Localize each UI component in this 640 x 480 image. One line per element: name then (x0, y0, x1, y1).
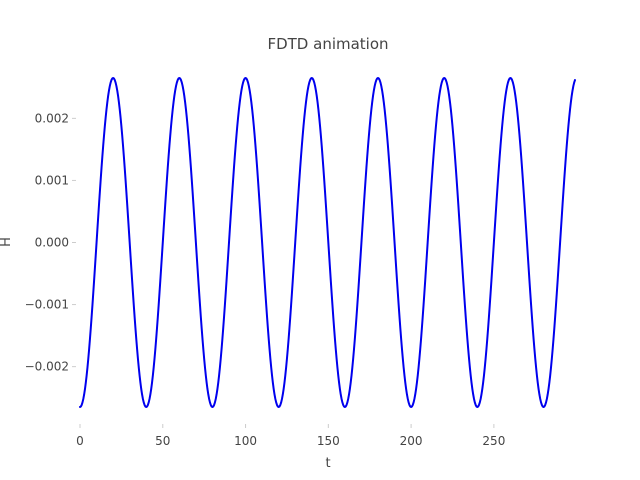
x-tick-label: 100 (234, 434, 257, 448)
x-tick-label: 50 (155, 434, 170, 448)
series-group (79, 77, 576, 408)
x-tick-label: 150 (317, 434, 340, 448)
series-line (79, 77, 576, 408)
x-axis-label: t (325, 456, 330, 471)
y-tick-label: 0.002 (35, 111, 69, 125)
x-tick-label: 0 (76, 434, 84, 448)
x-axis: 0 50 100 150 200 250 (76, 424, 505, 448)
x-tick-label: 250 (482, 434, 505, 448)
y-tick-label: −0.001 (25, 298, 69, 312)
chart-title: FDTD animation (267, 35, 388, 53)
y-tick-label: 0.001 (35, 173, 69, 187)
y-axis: −0.002 −0.001 0.000 0.001 0.002 (25, 111, 76, 374)
y-tick-label: 0.000 (35, 236, 69, 250)
x-tick-label: 200 (400, 434, 423, 448)
y-axis-label: H (0, 237, 14, 247)
y-tick-label: −0.002 (25, 360, 69, 374)
